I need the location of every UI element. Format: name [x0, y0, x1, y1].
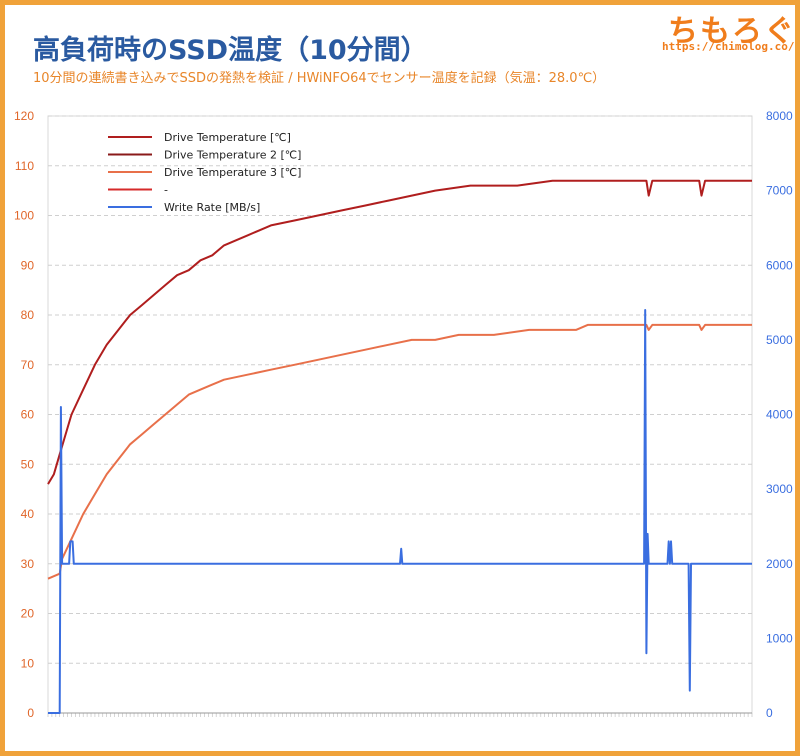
y-left-tick-label: 40 [21, 507, 35, 521]
legend: Drive Temperature [℃] Drive Temperature 2… [108, 131, 301, 214]
y-right-tick-label: 2000 [766, 557, 793, 571]
y-right-tick-label: 7000 [766, 184, 793, 198]
y-left-tick-label: 60 [21, 408, 35, 422]
y-left-tick-label: 90 [21, 258, 35, 272]
legend-label-3: - [164, 184, 168, 197]
y-right-tick-label: 3000 [766, 482, 793, 496]
y-left-tick-label: 70 [21, 358, 35, 372]
y-left-tick-label: 50 [21, 457, 35, 471]
y-right-tick-label: 1000 [766, 631, 793, 645]
y-left-tick-label: 20 [21, 607, 35, 621]
y-left-tick-label: 30 [21, 557, 35, 571]
y-left-tick-label: 110 [15, 159, 34, 173]
legend-label-0: Drive Temperature [℃] [164, 131, 291, 144]
y-right-tick-label: 4000 [766, 408, 793, 422]
legend-label-4: Write Rate [MB/s] [164, 201, 260, 214]
y-left-tick-label: 100 [14, 209, 34, 223]
y-left-tick-label: 10 [21, 656, 35, 670]
chart-title: 高負荷時のSSD温度（10分間） [33, 35, 428, 66]
site-url: https://chimolog.co/ [662, 40, 795, 53]
y-left-tick-label: 80 [21, 308, 35, 322]
series-line-2 [47, 323, 752, 580]
legend-label-2: Drive Temperature 3 [℃] [164, 166, 301, 179]
series-line-4 [48, 309, 752, 714]
series-layer [47, 179, 752, 714]
y-right-tick-label: 5000 [766, 333, 793, 347]
y-left-tick-label: 120 [14, 109, 34, 123]
y-right-tick-label: 8000 [766, 109, 793, 123]
y-left-tick-label: 0 [27, 706, 34, 720]
legend-label-1: Drive Temperature 2 [℃] [164, 149, 301, 162]
y-axis-left: 0 10 20 30 40 50 60 70 80 90 100 110 120 [14, 109, 34, 720]
site-logo: ちもろぐ [668, 14, 796, 49]
series-line-0 [47, 179, 752, 485]
y-right-tick-label: 6000 [766, 258, 793, 272]
y-right-tick-label: 0 [766, 706, 773, 720]
chart-subtitle: 10分間の連続書き込みでSSDの発熱を検証 / HWiNFO64でセンサー温度を… [33, 71, 606, 86]
y-axis-right: 0 1000 2000 3000 4000 5000 6000 7000 8000 [766, 109, 793, 720]
